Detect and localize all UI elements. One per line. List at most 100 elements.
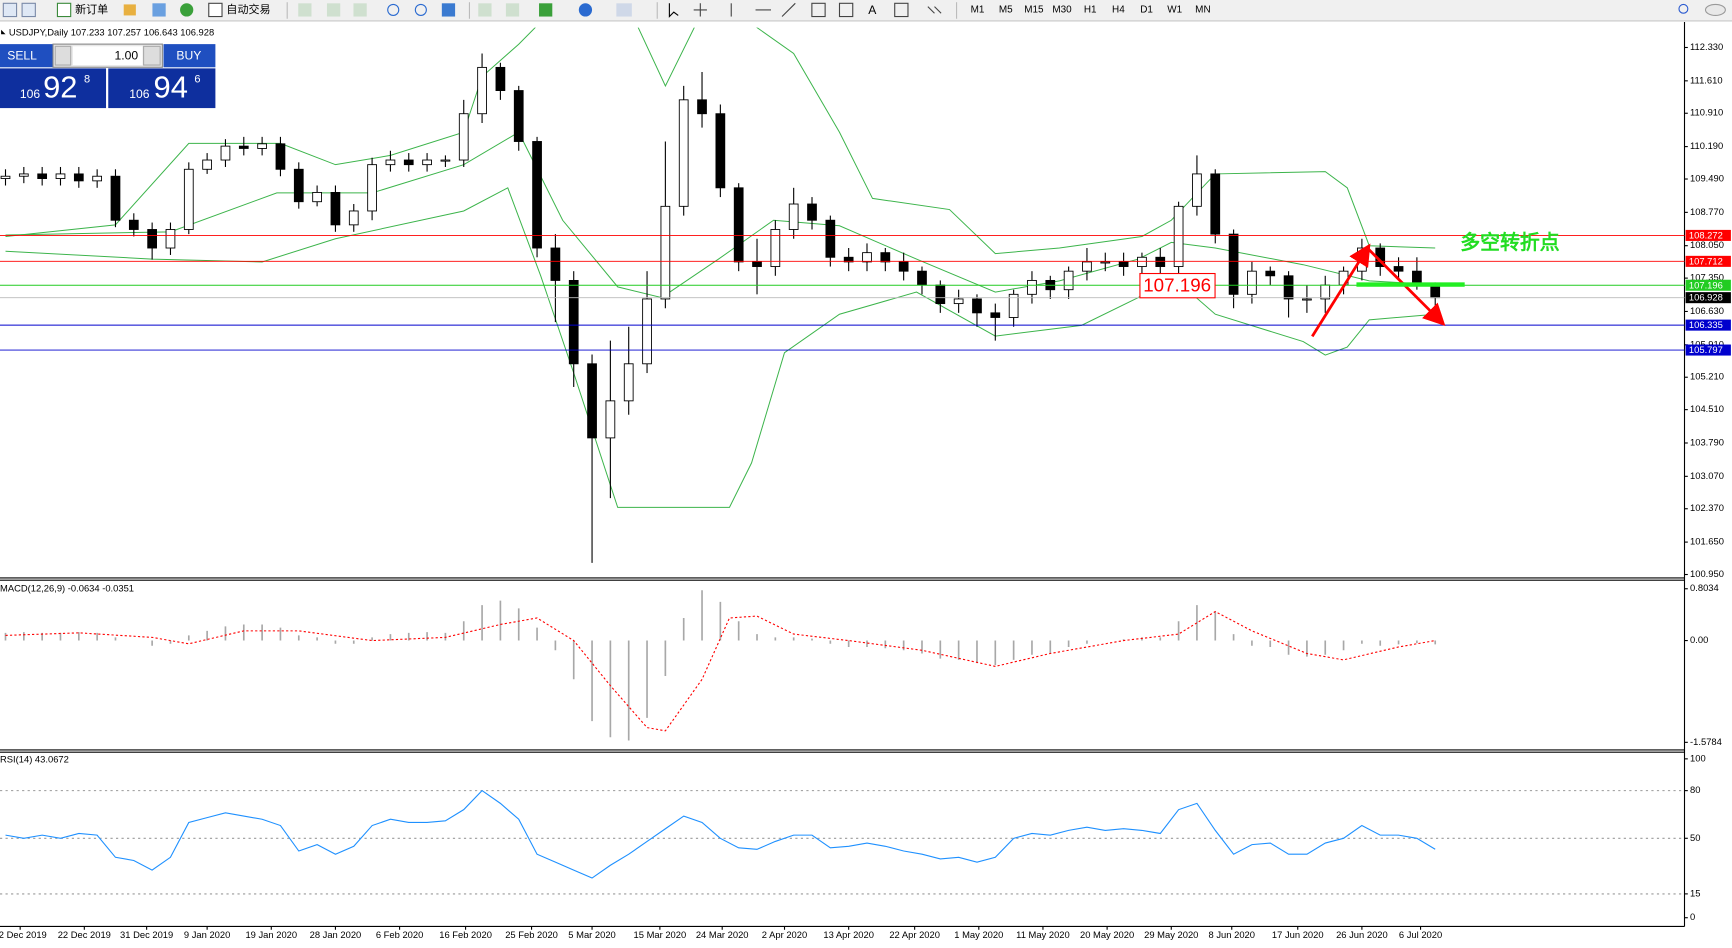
candle-body [660, 205, 671, 300]
x-tick-label: 12 Dec 2019 [0, 930, 47, 940]
candle-body [1063, 270, 1074, 291]
candle-body [0, 175, 11, 179]
buy-label[interactable]: BUY [176, 48, 201, 62]
y-tick-label: 107.350 [1690, 273, 1724, 283]
toolbar-icons[interactable]: A [2, 2, 1726, 19]
lot-value[interactable]: 1.00 [114, 48, 138, 62]
timeframe-button[interactable]: M15 [1024, 5, 1044, 16]
rsi-plot [0, 789, 1685, 895]
x-tick-label: 24 Mar 2020 [696, 930, 749, 940]
candle-body [917, 270, 927, 286]
timeframe-button[interactable]: H4 [1112, 5, 1125, 16]
candle-body [1008, 293, 1019, 318]
one-click-trading: SELL 1.00 BUY 106 92 8 106 94 6 [0, 43, 216, 109]
y-tick-label: 80 [1690, 785, 1700, 795]
series-line [5, 187, 1436, 508]
annotation: 107.196 [1143, 275, 1211, 296]
y-tick-label: 102.370 [1690, 503, 1724, 513]
candle-body [477, 66, 487, 115]
candle-body [990, 312, 1001, 318]
x-tick-label: 11 May 2020 [1016, 930, 1070, 940]
x-tick-label: 31 Dec 2019 [120, 930, 173, 940]
y-tick-label: 100.950 [1690, 569, 1724, 579]
y-tick-label: 50 [1690, 833, 1700, 843]
y-tick-label: 105.910 [1690, 339, 1724, 349]
candle-body [1265, 270, 1276, 277]
x-tick-label: 1 May 2020 [954, 930, 1003, 940]
x-tick-label: 15 Mar 2020 [634, 930, 687, 940]
candle-body [642, 298, 652, 365]
candle-body [788, 203, 799, 230]
y-tick-label: 105.210 [1690, 372, 1724, 382]
y-tick-label: 108.050 [1690, 240, 1724, 250]
candle-body [293, 168, 304, 203]
timeframe-button[interactable]: M5 [999, 5, 1013, 16]
buy-button[interactable] [163, 44, 216, 68]
candle-body [1283, 275, 1294, 300]
candle-body [697, 99, 707, 115]
candle-body [862, 252, 872, 263]
x-tick-label: 16 Feb 2020 [439, 930, 492, 940]
candle-body [880, 252, 891, 263]
price-level-tag [1685, 229, 1731, 241]
timeframe-button[interactable]: W1 [1167, 5, 1182, 16]
x-tick-label: 20 May 2020 [1080, 930, 1134, 940]
price-level-tag [1685, 292, 1731, 304]
x-tick-label: 9 Jan 2020 [184, 930, 230, 940]
sell-label[interactable]: SELL [7, 48, 37, 62]
y-tick-label: 100 [1690, 753, 1706, 763]
y-tick-label: 103.790 [1690, 437, 1724, 447]
macd-plot [4, 590, 1437, 741]
y-tick-label: 112.330 [1690, 42, 1723, 52]
candle-body [825, 219, 836, 258]
y-tick-label: 0.8034 [1690, 583, 1719, 593]
series-line [5, 789, 1436, 879]
candle-body [550, 247, 561, 281]
candle-body [275, 143, 286, 170]
annotation: 多空转折点 [1460, 231, 1560, 254]
candle-body [312, 192, 322, 203]
candle-body [623, 363, 634, 402]
timeframe-button[interactable]: M30 [1052, 5, 1072, 16]
candle-body [348, 210, 359, 226]
price-level-tag [1685, 255, 1731, 267]
y-tick-label: 110.910 [1690, 108, 1723, 118]
price-level-label: 107.196 [1689, 280, 1723, 290]
timeframe-button[interactable]: M1 [971, 5, 985, 16]
symbol-icon [1, 29, 6, 35]
price-level-tag [1685, 344, 1731, 356]
ask-box[interactable] [108, 68, 216, 109]
candle-body [953, 298, 964, 305]
x-tick-label: 25 Feb 2020 [505, 930, 558, 940]
drawings [1139, 243, 1465, 338]
candle-body [385, 159, 396, 166]
x-tick-label: 13 Apr 2020 [823, 930, 874, 940]
x-tick-label: 6 Jul 2020 [1399, 930, 1442, 940]
x-tick-label: 2 Apr 2020 [762, 930, 807, 940]
candle-body [202, 159, 212, 170]
candle-body [110, 175, 121, 221]
candle-body [1412, 270, 1422, 284]
price-level-label: 106.928 [1689, 293, 1723, 303]
price-level-tag [1685, 279, 1731, 291]
sell-button[interactable] [0, 44, 54, 68]
candle-body [532, 141, 542, 249]
bid-box[interactable] [0, 68, 107, 109]
price-level-tag [1685, 319, 1731, 331]
candle-body [1027, 279, 1037, 295]
timeframe-button[interactable]: D1 [1140, 5, 1153, 16]
new-order-button[interactable]: 新订单 [75, 2, 108, 16]
candle-body [1320, 284, 1331, 300]
candle-body [1210, 173, 1221, 235]
series-line [5, 131, 1436, 299]
candle-body [807, 203, 817, 221]
timeframe-button[interactable]: H1 [1084, 5, 1097, 16]
x-tick-label: 5 Mar 2020 [568, 930, 615, 940]
x-tick-label: 28 Jan 2020 [310, 930, 362, 940]
candle-body [1302, 298, 1312, 301]
candle-body [458, 113, 469, 161]
candle-body [73, 173, 84, 182]
auto-trade-button[interactable]: 自动交易 [226, 2, 270, 16]
timeframe-button[interactable]: MN [1195, 5, 1210, 16]
ask-small: 6 [194, 73, 200, 85]
